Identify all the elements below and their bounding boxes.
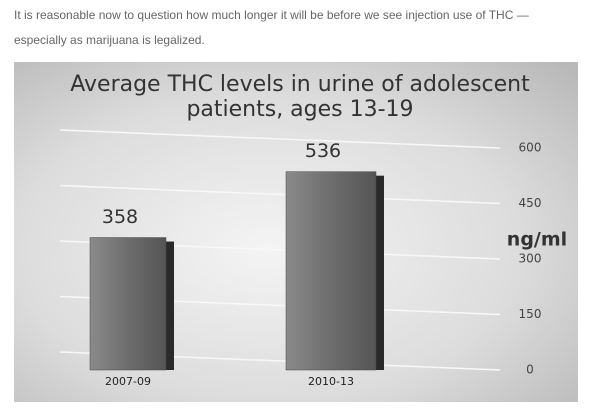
value-label: 536 [305,140,341,162]
x-tick-label: 2010-13 [308,375,354,388]
x-tick-label: 2007-09 [105,375,151,388]
y-tick-label: 600 [519,141,542,155]
bar-side [166,241,174,370]
y-tick-label: 150 [519,307,542,321]
bar [89,237,167,371]
y-tick-label: 450 [519,196,542,210]
chart-title: Average THC levels in urine of adolescen… [70,72,530,97]
y-axis-label: ng/ml [507,229,567,251]
chart-title: patients, ages 13-19 [186,97,413,122]
bar-side [376,175,384,370]
value-label: 358 [102,206,138,228]
y-tick-label: 300 [519,252,542,266]
y-tick-label: 0 [526,363,534,377]
paragraph-line: It is reasonable now to question how muc… [14,8,529,22]
paragraph-line: especially as marijuana is legalized. [14,33,205,47]
bar [285,171,377,371]
grid-line [59,184,501,205]
grid-line [59,129,501,149]
